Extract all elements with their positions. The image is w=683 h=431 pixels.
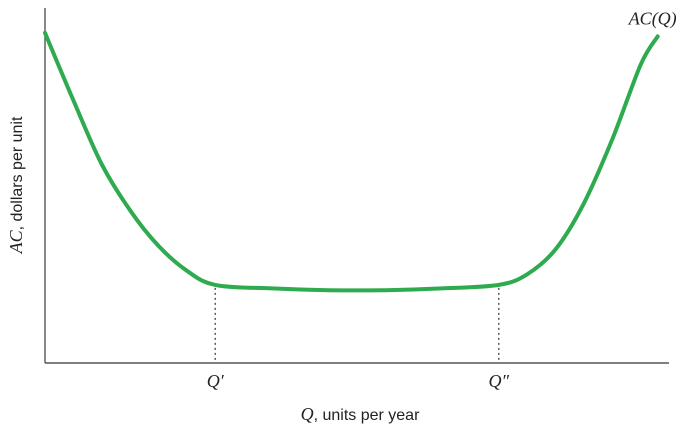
x-axis-label-symbol: Q bbox=[301, 404, 314, 424]
y-axis-label-symbol: AC bbox=[6, 229, 26, 254]
tick-guides bbox=[214, 287, 500, 363]
series-label: AC(Q) bbox=[628, 8, 677, 29]
y-axis-label: AC, dollars per unit bbox=[6, 116, 26, 254]
ac-curve bbox=[43, 30, 660, 293]
x-axis-label-text: , units per year bbox=[314, 407, 421, 424]
y-axis-label-text: , dollars per unit bbox=[9, 116, 26, 230]
x-tick-label-1: Q″ bbox=[489, 371, 510, 391]
x-tick-labels: Q′ Q″ bbox=[207, 371, 510, 391]
x-tick-label-0: Q′ bbox=[207, 371, 225, 391]
x-axis-label: Q, units per year bbox=[301, 404, 421, 424]
